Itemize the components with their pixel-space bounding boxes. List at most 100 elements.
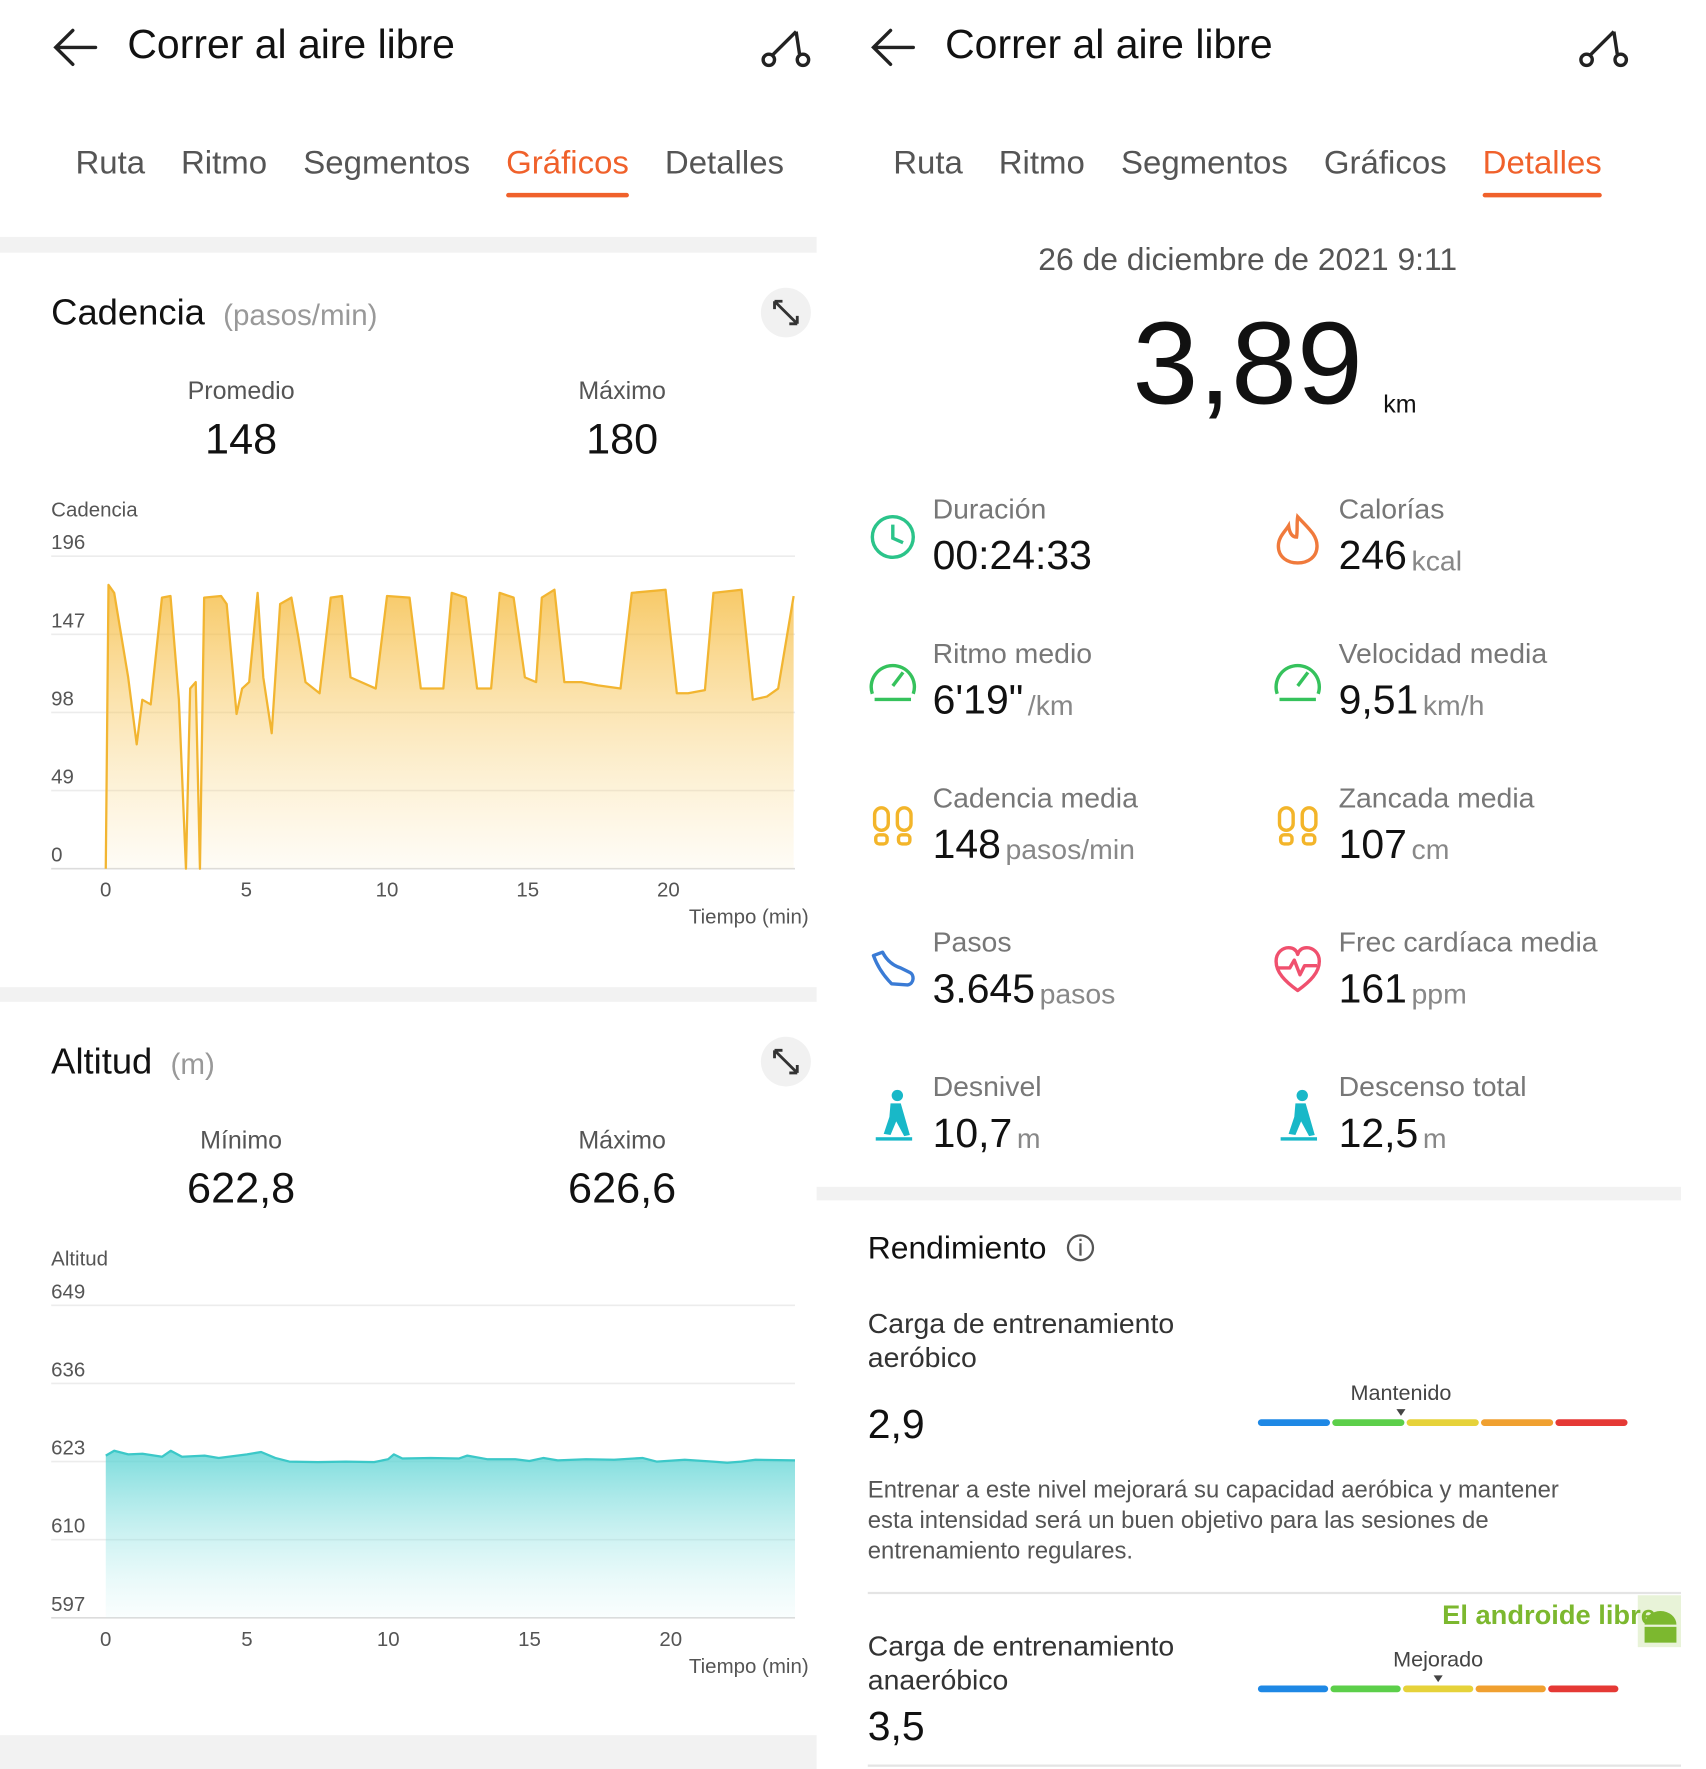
heart-icon [1274,945,1322,993]
tab[interactable]: Ritmo [999,143,1085,180]
clock-icon [870,515,915,560]
metric-value: 9,51 [1339,677,1419,723]
metric-unit: pasos [1040,978,1116,1010]
x-tick-label: 5 [241,880,252,902]
y-tick-label: 147 [51,610,85,632]
tab[interactable]: Ruta [75,143,145,180]
load-scale-segment [1555,1419,1628,1427]
metric-value: 246 [1339,532,1407,578]
y-tick-label: 49 [51,767,74,789]
metric-unit: pasos/min [1005,833,1134,865]
x-tick-label: 0 [100,880,111,902]
y-tick-label: 196 [51,532,85,554]
header-title: Correr al aire libre [945,21,1273,67]
load-status: Mejorado [1393,1647,1483,1671]
metric-label: Desnivel [933,1070,1042,1102]
metric-unit: m [1423,1122,1447,1154]
load-scale-segment [1257,1419,1330,1427]
metric-unit: km/h [1423,689,1485,721]
data-line [104,583,795,870]
expand-button[interactable] [760,1036,811,1087]
metric-unit: cm [1411,833,1449,865]
route-icon[interactable] [761,30,811,68]
section-unit: (m) [171,1048,215,1081]
metric-value: 161 [1339,966,1407,1012]
metric-label: Frec cardíaca media [1339,926,1598,958]
shoe-icon [871,950,915,987]
tab[interactable]: Ruta [893,143,963,180]
load-marker [1433,1675,1443,1683]
metric-value: 10,7 [933,1110,1013,1156]
x-tick-label: 5 [241,1629,252,1651]
separator [0,987,817,1002]
y-tick-label: 649 [51,1281,85,1303]
expand-button[interactable] [760,287,811,338]
y-axis-label: Cadencia [51,500,138,522]
metric-label: Zancada media [1339,781,1535,813]
x-tick-label: 20 [657,880,680,902]
x-axis-label: Tiempo (min) [689,907,809,929]
load-scale-segment [1332,1419,1405,1427]
x-tick-label: 0 [100,1629,111,1651]
workout-date: 26 de diciembre de 2021 9:11 [1038,241,1457,277]
x-axis-label: Tiempo (min) [689,1656,809,1678]
metric-unit: m [1017,1122,1041,1154]
distance-value: 3,89 [1133,297,1363,428]
tab[interactable]: Segmentos [1121,143,1288,180]
tab[interactable]: Gráficos [1324,143,1447,180]
tab[interactable]: Detalles [1483,143,1602,180]
tab[interactable]: Gráficos [506,143,629,180]
metric-value: 148 [933,821,1001,867]
performance-title: Rendimiento [868,1229,1047,1265]
section-title: Altitud [51,1041,152,1082]
separator [816,1186,1681,1201]
load-scale-segment [1548,1685,1619,1693]
back-button[interactable] [53,28,98,66]
load-description: esta intensidad será un buen objetivo pa… [868,1507,1489,1534]
header-title: Correr al aire libre [127,21,455,67]
tab-underline [1482,192,1602,198]
stat-label: Promedio [188,377,295,405]
metric-value: 6'19" [933,677,1024,723]
stat-label: Máximo [578,377,666,405]
stat-value: 622,8 [187,1165,295,1213]
route-icon[interactable] [1579,30,1629,68]
load-scale-segment [1403,1685,1474,1693]
footprints-icon [872,806,913,846]
stat-value: 626,6 [568,1165,676,1213]
x-tick-label: 10 [377,1629,400,1651]
separator [0,236,817,253]
info-icon[interactable] [1066,1234,1095,1262]
load-scale-segment [1406,1419,1479,1427]
tab-underline [506,192,629,198]
metric-label: Duración [933,493,1047,525]
load-scale-segment [1481,1419,1554,1427]
metric-value: 12,5 [1339,1110,1419,1156]
metric-label: Ritmo medio [933,637,1092,669]
data-line [105,1449,796,1464]
load-marker [1396,1409,1406,1416]
tab[interactable]: Ritmo [181,143,267,180]
separator [0,1735,817,1769]
metric-value: 00:24:33 [933,532,1092,578]
metric-unit: kcal [1411,545,1462,577]
stat-value: 148 [205,416,277,464]
gauge-icon [869,663,917,702]
tab[interactable]: Detalles [665,143,784,180]
tab[interactable]: Segmentos [303,143,470,180]
y-tick-label: 0 [51,845,62,867]
flame-icon [1276,512,1319,565]
section-unit: (pasos/min) [223,299,377,332]
metric-unit: ppm [1411,978,1466,1010]
x-tick-label: 15 [516,880,539,902]
load-description: entrenamiento regulares. [868,1538,1133,1565]
back-button[interactable] [871,28,915,66]
footprints-icon [1277,806,1318,846]
load-title: Carga de entrenamiento [868,1307,1174,1339]
load-scale-segment [1330,1685,1401,1693]
y-tick-label: 636 [51,1359,85,1381]
load-value: 2,9 [868,1401,925,1447]
y-tick-label: 597 [51,1594,85,1616]
load-value: 3,5 [868,1703,925,1749]
